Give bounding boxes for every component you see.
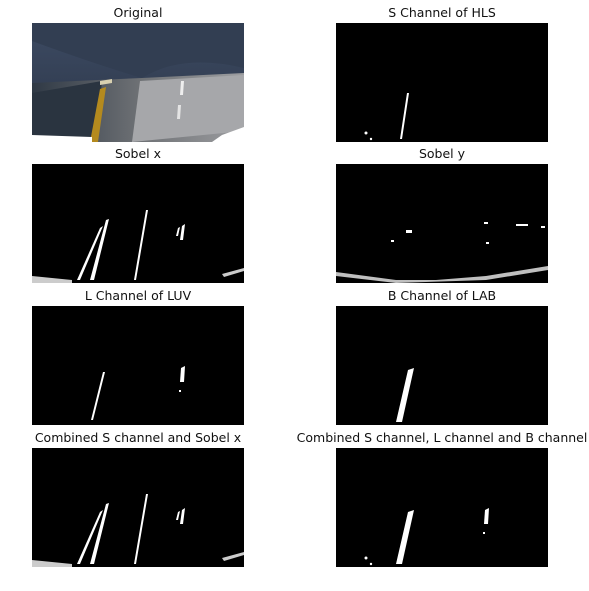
s-channel-binary-image <box>336 23 548 142</box>
sobel-x-binary-image <box>32 164 244 283</box>
l-channel-binary-image <box>32 306 244 425</box>
panel-title: S Channel of HLS <box>388 5 496 20</box>
panel-title: Original <box>113 5 163 20</box>
panel-title: L Channel of LUV <box>84 288 192 303</box>
panel-title: Combined S channel, L channel and B chan… <box>296 430 588 445</box>
panel-title: Sobel x <box>114 146 162 161</box>
panel-title: B Channel of LAB <box>387 288 497 303</box>
combined-s-sobel-x-binary-image <box>32 448 244 567</box>
panel-title: Sobel y <box>418 146 466 161</box>
b-channel-binary-image <box>336 306 548 425</box>
sobel-y-binary-image <box>336 164 548 283</box>
panel-title: Combined S channel and Sobel x <box>34 430 242 445</box>
original-road-image <box>32 23 244 142</box>
combined-s-l-b-binary-image <box>336 448 548 567</box>
